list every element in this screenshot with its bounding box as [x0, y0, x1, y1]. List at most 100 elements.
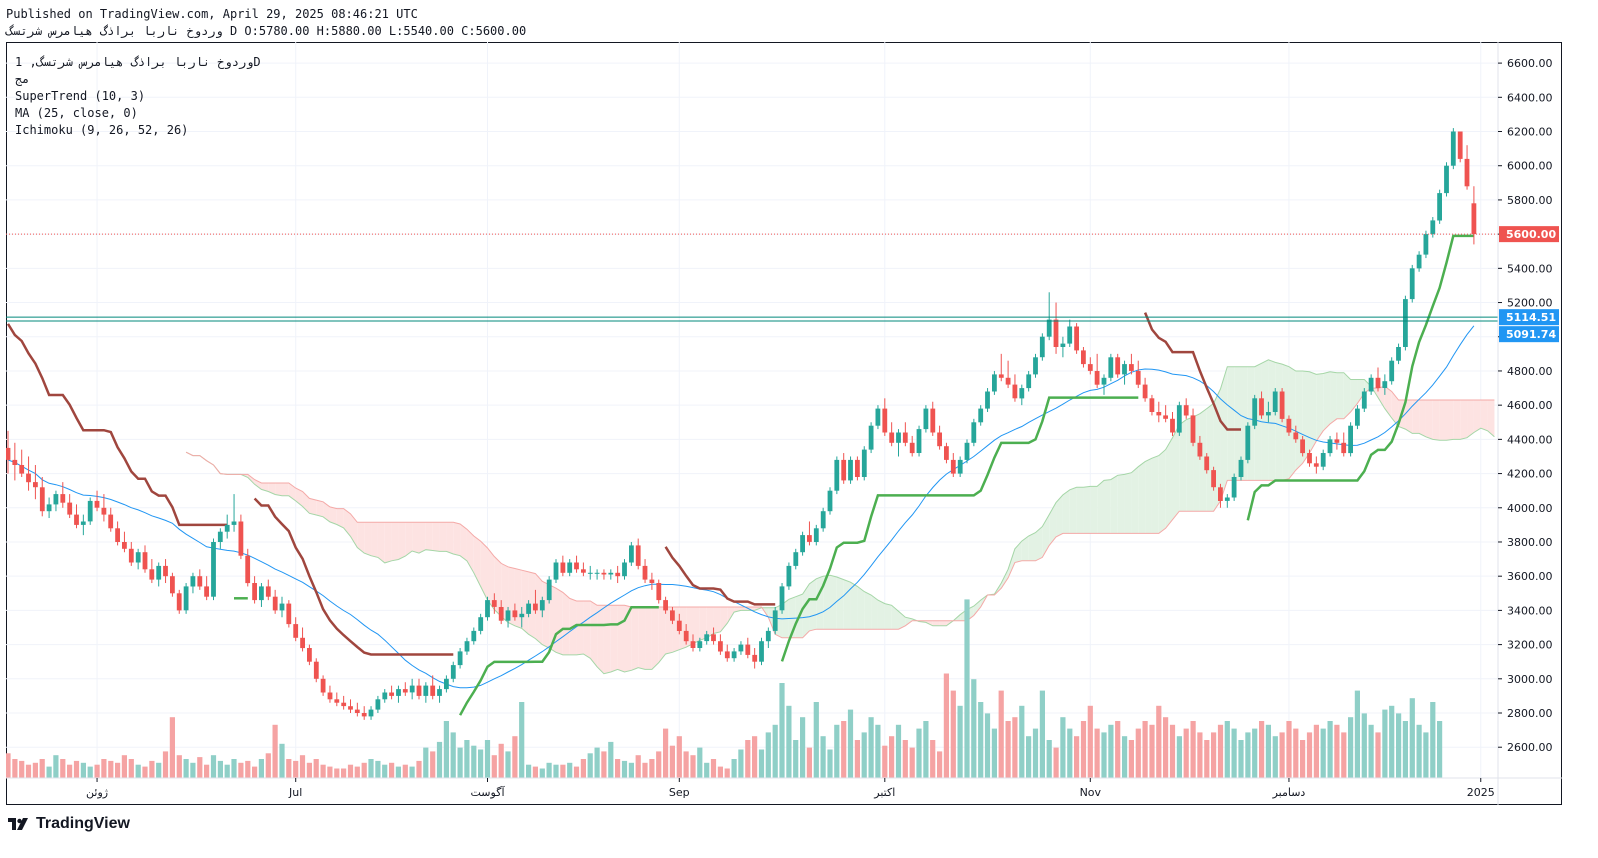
candle-body [491, 600, 497, 607]
volume-bar [1204, 740, 1210, 778]
candle [1211, 466, 1216, 491]
cloud-segment [1199, 408, 1207, 512]
candle-body [238, 521, 244, 556]
candle [1183, 398, 1189, 419]
legend-ichimoku[interactable]: Ichimoku (9, 26, 52, 26) [15, 123, 189, 137]
volume-bar [738, 749, 744, 778]
candle [731, 648, 737, 662]
volume-bar [669, 745, 675, 778]
candle-body [649, 579, 655, 583]
candle-body [1197, 442, 1203, 457]
candle-body [1183, 405, 1189, 416]
price-chart[interactable]: 2600.00 2800.00 3000.00 3200.00 3400.00 3600.… [6, 42, 1562, 805]
volume-bar [717, 766, 723, 778]
cloud-segment [1042, 514, 1050, 558]
tradingview-brand[interactable]: TradingView [8, 815, 130, 833]
volume-bar [1122, 736, 1128, 778]
candle [1012, 374, 1018, 402]
candle [101, 494, 107, 522]
volume-bar [423, 747, 429, 778]
candle-body [128, 548, 134, 563]
volume-bar [135, 764, 141, 778]
candle [190, 572, 196, 594]
candle-body [779, 586, 785, 611]
candle-body [46, 504, 52, 512]
cloud-segment [398, 522, 406, 560]
volume-bar [306, 762, 312, 778]
cloud-segment [1336, 372, 1344, 419]
legend-supertrend[interactable]: SuperTrend (10, 3) [15, 89, 146, 103]
volume-bar [94, 764, 100, 778]
volume-bar [450, 732, 456, 778]
volume-bar [786, 705, 792, 778]
candle [204, 576, 209, 601]
price-tick-label: 3000.00 [1507, 673, 1553, 686]
candle [512, 603, 518, 621]
candle [718, 634, 723, 655]
candle-body [718, 641, 723, 652]
candle [930, 401, 936, 436]
volume-bar [80, 762, 86, 778]
candle [1423, 230, 1429, 259]
candle [33, 465, 38, 500]
legend-ma[interactable]: MA (25, close, 0) [15, 106, 138, 120]
volume-bar [1245, 732, 1251, 778]
candle-body [430, 685, 436, 696]
candle-body [341, 702, 347, 707]
volume-bar [1074, 736, 1080, 778]
candle [197, 569, 203, 590]
candle [916, 425, 922, 457]
volume-bar [1060, 717, 1066, 778]
candle-body [923, 408, 929, 430]
candle-body [231, 521, 237, 525]
volume-bar [279, 743, 285, 778]
volume-bar [1341, 732, 1347, 778]
candle-body [1094, 371, 1100, 385]
candle-body [402, 689, 408, 693]
candle [1320, 449, 1326, 471]
candle [711, 627, 716, 645]
senkou-span-a-line [185, 359, 1495, 675]
candle [1437, 189, 1442, 224]
candle-body [1423, 234, 1429, 255]
volume-bar [395, 766, 401, 778]
volume-bar [1423, 732, 1429, 778]
candle-body [1039, 336, 1045, 358]
cloud-segment [1083, 486, 1091, 534]
legend-title: وردوخ ناربا براذگ هیامرس شرتسگ, 1D [15, 55, 261, 69]
volume-bar [1259, 721, 1265, 778]
candle-body [1327, 439, 1333, 454]
candle-body [1396, 347, 1401, 361]
volume-bar [53, 755, 59, 778]
volume-bar [772, 724, 778, 778]
price-tick-label: 5800.00 [1507, 194, 1553, 207]
candle-body [676, 620, 682, 631]
candle-body [74, 514, 79, 525]
cloud-segment [412, 522, 419, 554]
cloud-segment [1021, 535, 1029, 561]
last-price-label-bg [1499, 226, 1559, 243]
cloud-segment [830, 575, 837, 630]
cloud-segment [802, 583, 810, 638]
cloud-segment [1467, 400, 1474, 438]
volume-bar [115, 762, 121, 778]
candle-body [26, 473, 31, 483]
candle [704, 630, 710, 645]
cloud-segment [1110, 475, 1118, 534]
cloud-segment [816, 576, 824, 630]
candle-body [409, 685, 415, 693]
cloud-segment [1357, 379, 1365, 404]
candle-body [813, 528, 819, 542]
cloud-segment [590, 600, 598, 667]
cloud-segment [884, 603, 892, 630]
candle [1108, 353, 1114, 382]
volume-bar [1354, 690, 1360, 778]
candle-body [1416, 254, 1422, 269]
cloud-segment [1391, 391, 1399, 427]
volume-bar [854, 740, 860, 778]
volume-bar [649, 759, 655, 778]
volume-bar [245, 760, 251, 778]
cloud-segment [1001, 569, 1009, 589]
candle-body [39, 487, 45, 512]
candle [642, 559, 648, 584]
